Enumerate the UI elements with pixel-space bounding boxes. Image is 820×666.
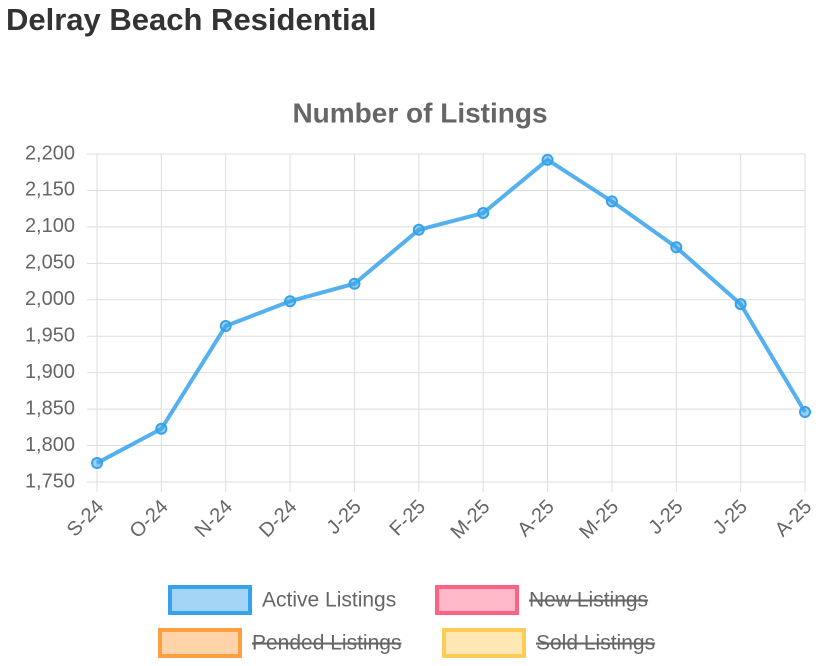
y-tick-label: 1,750 xyxy=(25,470,75,492)
x-tick-label: A-25 xyxy=(771,496,816,541)
point xyxy=(219,320,232,333)
legend-swatch xyxy=(168,585,252,615)
x-tick-label: A-25 xyxy=(513,496,558,541)
x-tick-label: J-25 xyxy=(644,496,687,539)
point xyxy=(799,406,811,419)
point xyxy=(284,295,297,308)
chart-title: Number of Listings xyxy=(292,97,547,128)
x-tick-label: J-25 xyxy=(323,496,366,539)
x-tick-label: D-24 xyxy=(255,496,301,542)
x-tick-label: N-24 xyxy=(191,496,237,542)
y-tick-label: 2,050 xyxy=(25,252,75,274)
legend-swatch xyxy=(442,628,526,658)
y-tick-label: 2,100 xyxy=(25,215,75,237)
point xyxy=(541,153,554,166)
legend-label: Pended Listings xyxy=(252,632,401,655)
point xyxy=(412,223,425,236)
point xyxy=(477,207,490,220)
y-tick-label: 2,200 xyxy=(25,142,75,164)
x-tick-label: J-25 xyxy=(709,496,752,539)
point xyxy=(91,457,103,470)
point xyxy=(348,277,361,290)
y-tick-label: 2,000 xyxy=(25,288,75,310)
x-tick-label: S-24 xyxy=(63,496,108,541)
y-tick-label: 1,900 xyxy=(25,361,75,383)
y-tick-label: 2,150 xyxy=(25,179,75,201)
point xyxy=(670,241,683,254)
point xyxy=(605,195,618,208)
line xyxy=(96,157,807,465)
legend-swatch xyxy=(158,628,242,658)
x-tick-label: M-25 xyxy=(575,496,623,544)
point xyxy=(734,298,747,311)
y-tick-label: 1,850 xyxy=(25,397,75,419)
legend-label: Active Listings xyxy=(262,589,396,612)
legend-label: New Listings xyxy=(529,589,648,612)
x-tick-label: M-25 xyxy=(447,496,495,544)
y-tick-label: 1,800 xyxy=(25,434,75,456)
x-tick-label: F-25 xyxy=(385,496,430,541)
x-tick-label: O-24 xyxy=(126,496,173,543)
legend-swatch xyxy=(435,585,519,615)
legend-label: Sold Listings xyxy=(536,632,655,655)
page-title: Delray Beach Residential xyxy=(6,2,376,37)
point xyxy=(155,422,168,435)
y-tick-label: 1,950 xyxy=(25,325,75,347)
